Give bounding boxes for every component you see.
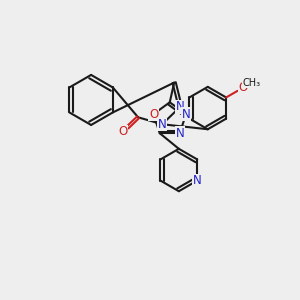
Text: O: O [118, 125, 128, 139]
Text: N: N [176, 100, 184, 113]
Text: O: O [238, 81, 247, 94]
Text: O: O [149, 108, 158, 121]
Text: N: N [176, 127, 184, 140]
Text: CH₃: CH₃ [243, 78, 261, 88]
Text: N: N [158, 118, 167, 131]
Text: N: N [193, 174, 202, 187]
Text: N: N [182, 108, 190, 121]
